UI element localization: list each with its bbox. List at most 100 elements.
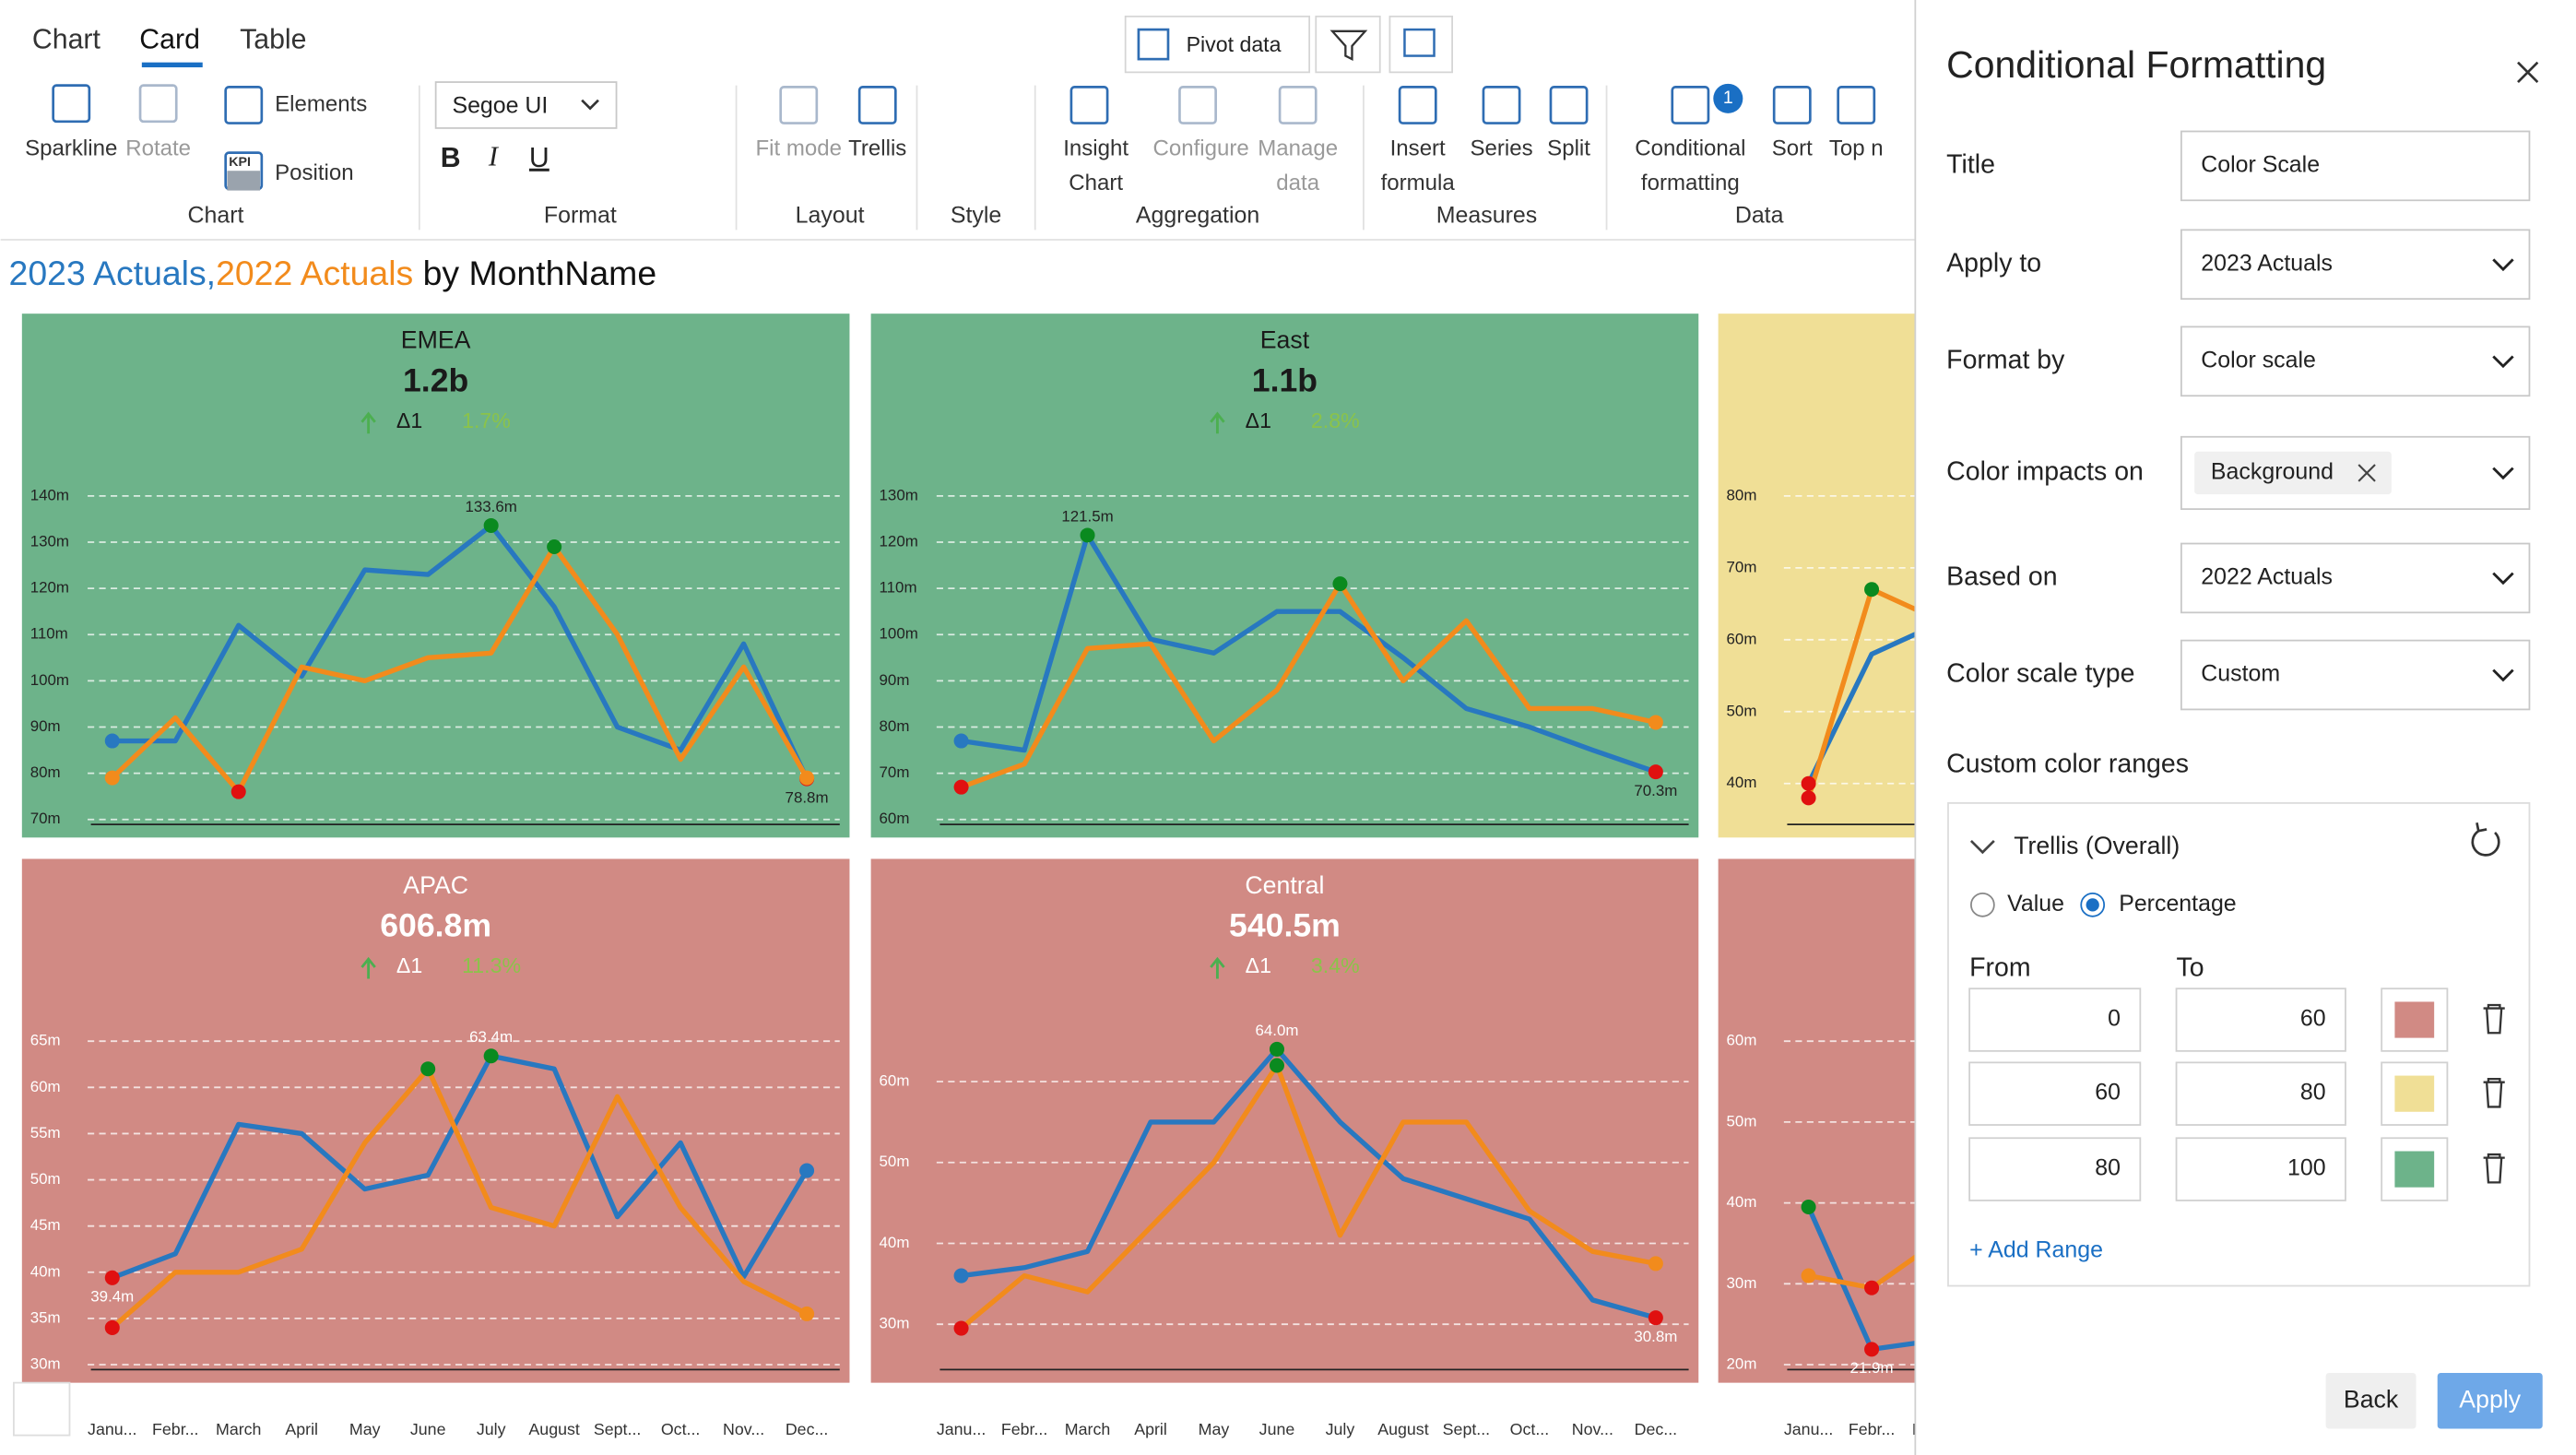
ribbon-button-label: Configure: [1153, 136, 1249, 160]
chip-label: Background: [2211, 459, 2334, 485]
reset-icon[interactable]: [2471, 822, 2500, 857]
chip-remove[interactable]: [2357, 464, 2376, 482]
text-style-button: U: [529, 143, 549, 173]
card-name: APAC: [403, 871, 468, 899]
series-line: [111, 1066, 809, 1330]
dropdown-chevron: [2492, 355, 2514, 369]
y-tick-label: 50m: [1727, 702, 1757, 719]
y-tick-label: 65m: [30, 1032, 61, 1049]
series-line: [961, 1047, 1657, 1320]
field-label: Title: [1946, 149, 1995, 179]
ribbon-button-label: Split: [1547, 136, 1590, 160]
y-tick-label: 80m: [30, 763, 61, 781]
y-tick-label: 110m: [30, 625, 68, 643]
field-label: Apply to: [1946, 248, 2041, 278]
ribbon-icon: [224, 86, 264, 124]
field-label: Color impacts on: [1946, 456, 2144, 486]
marker: [104, 770, 120, 786]
y-tick-label: 60m: [880, 810, 910, 827]
data-label: 39.4m: [90, 1288, 134, 1306]
title-part: by MonthName: [413, 254, 656, 292]
radio[interactable]: [1970, 892, 1995, 917]
title-part: 2023 Actuals: [9, 254, 207, 292]
marker: [1648, 715, 1663, 730]
data-label: 63.4m: [469, 1028, 513, 1046]
x-tick-label: March: [1065, 1420, 1110, 1438]
ribbon-group-label: Data: [1735, 203, 1784, 229]
delta-value: 3.4%: [1311, 953, 1360, 977]
apply-button[interactable]: [2437, 1372, 2543, 1429]
to-value: 80: [2300, 1080, 2326, 1106]
to-input[interactable]: [2175, 1137, 2346, 1201]
column-header: From: [1969, 952, 2030, 982]
y-tick-label: 130m: [30, 532, 69, 550]
delta-label: Δ1: [1246, 953, 1271, 977]
close-icon[interactable]: [2517, 61, 2539, 83]
field-input[interactable]: [2180, 325, 2531, 397]
card-name: Central: [1245, 871, 1324, 899]
pivot-button[interactable]: [1124, 15, 1311, 74]
dropdown-chevron: [2492, 572, 2514, 586]
marker: [1801, 790, 1816, 806]
ribbon-icon: [1837, 86, 1876, 124]
ribbon-icon: [1278, 86, 1318, 124]
ribbon-button-label: formatting: [1641, 171, 1740, 195]
field-input[interactable]: [2180, 542, 2531, 614]
delta-value: 2.8%: [1311, 408, 1360, 432]
y-tick-label: 70m: [880, 763, 910, 781]
ribbon-group-label: Chart: [188, 203, 244, 229]
y-tick-label: 130m: [880, 486, 918, 503]
ribbon-button-label: Fit mode: [756, 136, 842, 160]
ribbon-tab: Card: [139, 25, 200, 55]
marker: [104, 733, 120, 749]
ribbon-button-label: Sparkline: [25, 136, 117, 160]
delete-icon[interactable]: [2483, 1153, 2505, 1184]
x-tick-label: May: [1199, 1420, 1230, 1438]
card: [870, 858, 1699, 1383]
field-value: Custom: [2201, 661, 2280, 687]
data-label: 121.5m: [1061, 507, 1113, 525]
x-tick-label: Febr...: [1001, 1420, 1047, 1438]
field-input[interactable]: [2180, 229, 2531, 301]
y-tick-label: 70m: [1727, 558, 1757, 575]
y-tick-label: 30m: [30, 1355, 61, 1373]
marker: [1801, 1268, 1816, 1283]
filter-button[interactable]: [1315, 15, 1381, 74]
data-label: 70.3m: [1634, 782, 1677, 799]
from-input[interactable]: [1968, 988, 2142, 1052]
back-button[interactable]: [2325, 1372, 2416, 1429]
to-input[interactable]: [2175, 1061, 2346, 1126]
table-icon: [1403, 28, 1436, 57]
ribbon-icon: [1671, 86, 1710, 124]
delta-label: Δ1: [396, 953, 422, 977]
delete-icon[interactable]: [2483, 1077, 2505, 1108]
ribbon-button-label: Insert: [1390, 136, 1446, 160]
card-value: 1.2b: [403, 361, 468, 398]
y-tick-label: 50m: [30, 1170, 61, 1188]
field-input[interactable]: [2180, 639, 2531, 711]
ribbon-button-label: Chart: [1069, 171, 1123, 195]
corner-button[interactable]: [13, 1381, 71, 1437]
x-tick-label: Oct...: [1510, 1420, 1550, 1438]
from-input[interactable]: [1968, 1061, 2142, 1126]
field-input[interactable]: [2180, 130, 2531, 202]
ribbon-icon: [857, 86, 897, 124]
field-label: Format by: [1946, 345, 2065, 374]
x-tick-label: April: [1134, 1420, 1167, 1438]
from-value: 60: [2095, 1080, 2121, 1106]
y-tick-label: 40m: [30, 1262, 61, 1280]
apply-label: Apply: [2459, 1385, 2521, 1413]
font-select-value: Segoe UI: [452, 92, 548, 118]
to-input[interactable]: [2175, 988, 2346, 1052]
y-tick-label: 40m: [880, 1234, 910, 1251]
filter-icon: [1329, 30, 1368, 61]
pivot-label: Pivot data: [1187, 32, 1282, 56]
x-tick-label: May: [349, 1420, 381, 1438]
y-tick-label: 90m: [880, 671, 910, 689]
from-input[interactable]: [1968, 1137, 2142, 1201]
field-label: Color scale type: [1946, 659, 2134, 689]
marker: [483, 517, 499, 533]
delete-icon[interactable]: [2483, 1003, 2505, 1035]
table-edit-button[interactable]: [1388, 15, 1453, 74]
text-style-button: I: [488, 141, 500, 172]
